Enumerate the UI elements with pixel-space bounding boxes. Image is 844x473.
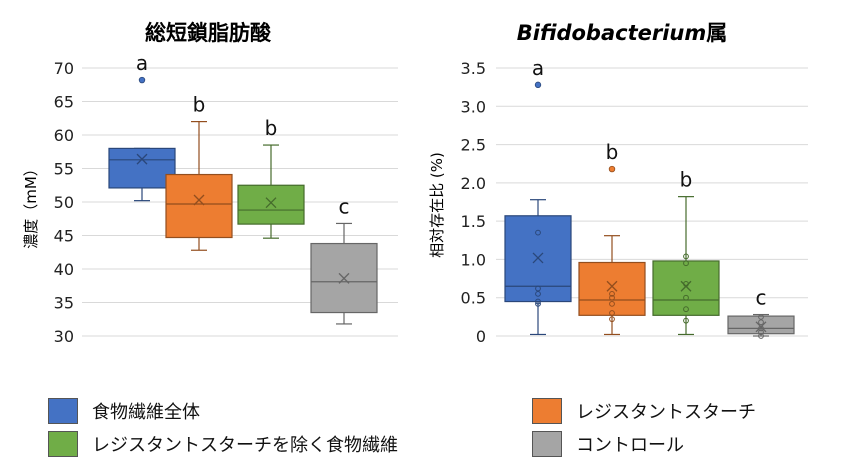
charts-svg: 総短鎖脂肪酸 Bifidobacterium属 濃度（mM） 相対存在比 (%)… [22, 21, 808, 346]
y-tick-label: 0 [476, 327, 486, 346]
significance-letter: b [265, 116, 278, 140]
mean-marker [193, 194, 205, 206]
data-point [683, 253, 689, 260]
data-point [535, 290, 541, 297]
y-tick-label: 50 [54, 193, 74, 212]
mean-marker [532, 252, 544, 264]
significance-letter: a [532, 56, 544, 80]
data-point [758, 329, 764, 336]
legend-label-2: レジスタントスターチ [576, 402, 756, 423]
chart2-title-italic: Bifidobacterium [517, 21, 707, 45]
mean-marker [755, 321, 767, 333]
chart1-ylabel: 濃度（mM） [22, 161, 40, 249]
legend-swatch-1 [48, 398, 78, 424]
chart2-plot: 0 0.5 1.0 1.5 2.0 2.5 3.0 3.5 a b b c [461, 56, 808, 346]
chart2-title-rest: 属 [706, 21, 727, 45]
legend-item-2: レジスタントスターチ [532, 398, 756, 424]
y-tick-label: 0.5 [461, 289, 486, 308]
y-tick-label: 1.0 [461, 250, 486, 269]
mean-marker [265, 197, 277, 209]
legend-label-3: レジスタントスターチを除く食物繊維 [92, 435, 398, 456]
data-point [683, 306, 689, 313]
y-tick-label: 3.5 [461, 59, 486, 78]
data-point [758, 319, 764, 326]
chart1-plot: 30 35 40 45 50 55 60 65 70 a b b c [54, 51, 398, 346]
box [652, 260, 720, 316]
significance-letter: a [136, 51, 148, 75]
data-point [609, 290, 615, 297]
data-point [535, 300, 541, 307]
legend-swatch-2 [532, 398, 562, 424]
chart1-title: 総短鎖脂肪酸 [145, 21, 272, 45]
box [578, 261, 646, 316]
y-tick-label: 55 [54, 160, 74, 179]
y-tick-label: 1.5 [461, 212, 486, 231]
data-point [683, 281, 689, 287]
chart2-title: Bifidobacterium属 [517, 21, 728, 45]
y-tick-label: 60 [54, 126, 74, 145]
data-point [683, 317, 689, 324]
box [165, 173, 233, 239]
box [237, 184, 305, 225]
data-point [758, 333, 764, 339]
legend-label-4: コントロール [576, 435, 684, 456]
significance-letter: b [606, 140, 619, 164]
data-point [758, 325, 764, 332]
y-tick-label: 70 [54, 59, 74, 78]
significance-letter: b [680, 168, 693, 192]
box [108, 147, 176, 189]
data-point [609, 294, 615, 301]
chart2-ylabel: 相対存在比 (%) [428, 152, 446, 258]
y-tick-label: 35 [54, 294, 74, 313]
outlier-point [138, 76, 146, 84]
y-tick-label: 30 [54, 327, 74, 346]
y-tick-label: 40 [54, 260, 74, 279]
y-tick-label: 3.0 [461, 97, 486, 116]
y-tick-label: 2.5 [461, 136, 486, 155]
legend-swatch-4 [532, 431, 562, 457]
data-point [535, 298, 541, 305]
legend-label-1: 食物繊維全体 [92, 402, 200, 423]
outlier-point [608, 165, 616, 173]
legend-item-3: レジスタントスターチを除く食物繊維 [48, 431, 398, 457]
legend-item-1: 食物繊維全体 [48, 398, 200, 424]
data-point [535, 229, 541, 236]
y-tick-label: 45 [54, 227, 74, 246]
data-point [609, 316, 615, 323]
data-point [535, 285, 541, 292]
outlier-point [534, 81, 542, 89]
mean-marker [606, 280, 618, 292]
y-tick-label: 65 [54, 93, 74, 112]
mean-marker [136, 153, 148, 165]
significance-letter: c [339, 194, 350, 218]
data-point [609, 310, 615, 316]
legend-item-4: コントロール [532, 431, 684, 457]
mean-marker [338, 272, 350, 284]
data-point [609, 300, 615, 307]
data-point [683, 294, 689, 301]
data-point [758, 313, 764, 320]
y-tick-label: 2.0 [461, 174, 486, 193]
data-point [683, 260, 689, 267]
legend-swatch-3 [48, 431, 78, 457]
significance-letter: b [193, 93, 206, 117]
significance-letter: c [756, 286, 767, 310]
